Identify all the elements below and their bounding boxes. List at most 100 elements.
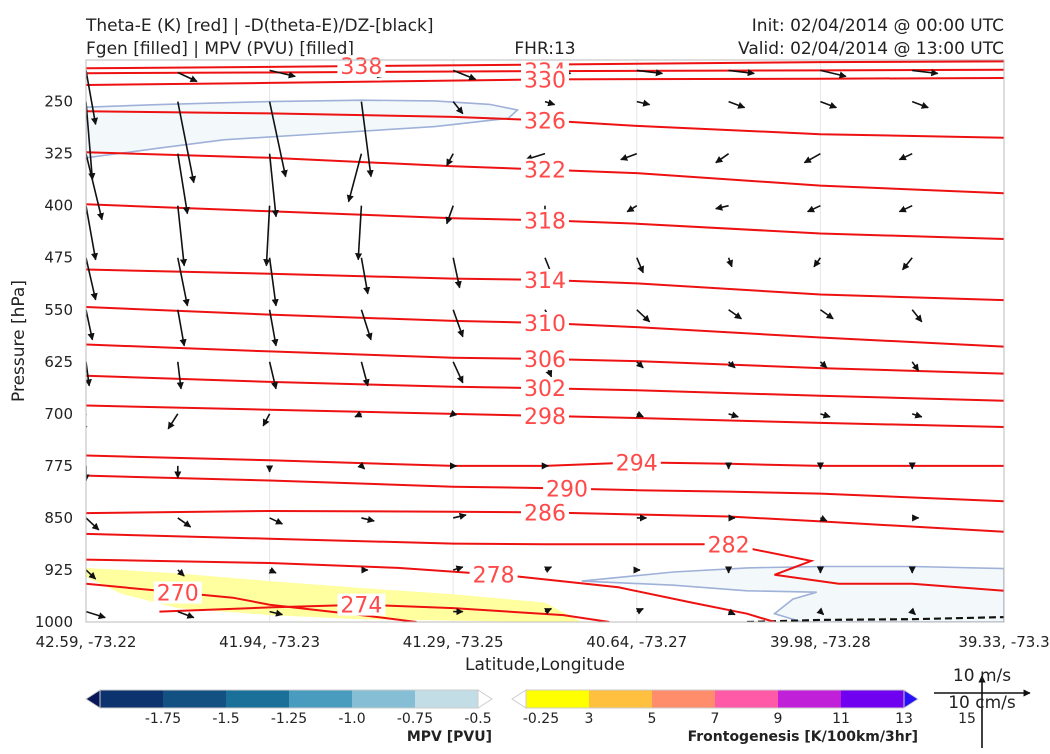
y-tick-label: 775 bbox=[44, 457, 73, 475]
colorbar-extend-low bbox=[85, 689, 101, 709]
y-tick-label: 700 bbox=[44, 405, 73, 423]
wind-vector bbox=[544, 607, 553, 615]
theta-e-contour-label: 282 bbox=[708, 533, 750, 558]
contour-label-bg bbox=[612, 451, 661, 474]
theta-e-contour-labels: 3383343303263223183143103063022982942902… bbox=[153, 55, 753, 619]
contour-label-bg bbox=[521, 268, 569, 291]
y-tick-label: 925 bbox=[44, 561, 73, 579]
wind-vector bbox=[620, 152, 638, 161]
colorbar-segment bbox=[352, 690, 416, 708]
wind-vector bbox=[177, 153, 190, 215]
wind-vector bbox=[86, 70, 99, 126]
wind-vector bbox=[911, 100, 929, 109]
wind-vector bbox=[911, 309, 923, 323]
theta-e-contour-label: 338 bbox=[340, 55, 382, 80]
theta-e-contour-label: 298 bbox=[524, 405, 566, 430]
theta-e-contour-label: 290 bbox=[546, 478, 588, 503]
colorbar-segment bbox=[526, 690, 590, 708]
wind-vector bbox=[636, 257, 644, 274]
wind-key-w-label: 10 cm/s bbox=[948, 693, 1016, 713]
colorbar-segment bbox=[652, 690, 716, 708]
wind-vector bbox=[86, 205, 99, 261]
wind-vector bbox=[911, 411, 923, 419]
wind-vector bbox=[86, 309, 95, 341]
wind-vector bbox=[361, 515, 375, 523]
colorbar-segment bbox=[289, 690, 353, 708]
y-tick-label: 1000 bbox=[35, 613, 73, 631]
wind-vector bbox=[636, 99, 651, 107]
wind-vector bbox=[728, 69, 755, 77]
wind-vector bbox=[445, 205, 454, 225]
wind-vector bbox=[268, 309, 279, 347]
y-tick-label: 475 bbox=[44, 249, 73, 267]
theta-e-contour bbox=[86, 60, 1004, 70]
wind-vector bbox=[727, 608, 736, 616]
wind-vector bbox=[908, 607, 916, 616]
wind-vector bbox=[86, 153, 104, 221]
x-tick-label: 41.94, -73.23 bbox=[219, 633, 320, 651]
contour-label-bg bbox=[543, 477, 592, 500]
wind-vector bbox=[911, 361, 920, 372]
wind-vector bbox=[715, 153, 730, 164]
wind-vector bbox=[360, 257, 371, 295]
ddz-zero-contour bbox=[746, 616, 1004, 622]
wind-vector bbox=[803, 152, 821, 164]
wind-vector bbox=[452, 257, 462, 289]
colorbar-tick-label: -0.25 bbox=[523, 711, 559, 727]
wind-vector bbox=[268, 101, 288, 178]
theta-e-contour bbox=[159, 603, 610, 622]
mpv-region bbox=[86, 99, 520, 159]
theta-e-contour bbox=[86, 454, 1004, 467]
wind-vectors bbox=[86, 69, 939, 620]
wind-vector bbox=[635, 410, 644, 418]
wind-vector bbox=[86, 257, 98, 301]
fgen-colorbar-title: Frontogenesis [K/100km/3hr] bbox=[688, 729, 918, 745]
colorbar-extend-high bbox=[903, 689, 919, 709]
colorbar-tick-label: 7 bbox=[711, 711, 720, 727]
wind-vector bbox=[819, 309, 834, 320]
contour-label-bg bbox=[469, 563, 518, 586]
colorbar-tick-label: 9 bbox=[774, 711, 783, 727]
colorbar-tick-label: 5 bbox=[648, 711, 657, 727]
wind-vector bbox=[813, 257, 822, 268]
fgen-colorbar: 3 5 7 9 11 13 15 bbox=[511, 689, 976, 727]
theta-e-contour-label: 294 bbox=[616, 451, 658, 476]
theta-e-contour-label: 278 bbox=[473, 563, 515, 588]
title-left-line1: Theta-E (K) [red] | -D(theta-E)/DZ-[blac… bbox=[85, 16, 434, 36]
theta-e-contour-label: 310 bbox=[524, 312, 566, 337]
wind-vector bbox=[357, 461, 366, 470]
wind-vector bbox=[269, 609, 284, 617]
contour-label-bg bbox=[704, 533, 753, 556]
y-axis-label: Pressure [hPa] bbox=[9, 280, 29, 402]
colorbar-tick-label: -0.75 bbox=[397, 711, 433, 727]
wind-vector bbox=[177, 610, 195, 619]
wind-vector bbox=[354, 205, 363, 261]
theta-e-contour-label: 318 bbox=[524, 209, 566, 234]
init-time: Init: 02/04/2014 @ 00:00 UTC bbox=[752, 16, 1004, 36]
wind-vector bbox=[728, 309, 742, 320]
colorbar-segment bbox=[589, 690, 653, 708]
wind-vector bbox=[898, 152, 913, 161]
contour-label-bg bbox=[337, 593, 386, 616]
contour-label-bg bbox=[521, 501, 569, 524]
wind-vector bbox=[452, 565, 464, 573]
x-tick-label: 39.33, -73.3 bbox=[958, 633, 1049, 651]
wind-vector bbox=[728, 411, 739, 419]
wind-vector bbox=[635, 607, 644, 615]
wind-vector bbox=[727, 360, 736, 369]
colorbar-tick-label: -0.5 bbox=[464, 711, 491, 727]
wind-vector bbox=[268, 153, 279, 218]
wind-vector bbox=[360, 309, 373, 341]
wind-vector bbox=[544, 566, 553, 573]
mpv-filled-regions bbox=[86, 99, 1004, 622]
wind-vector bbox=[268, 566, 277, 574]
colorbar-tick-label: 11 bbox=[832, 711, 850, 727]
wind-key: 10 m/s 10 cm/s bbox=[934, 666, 1031, 748]
colorbar-segment bbox=[841, 690, 905, 708]
wind-vector bbox=[820, 69, 847, 79]
colorbar-tick-label: -1.0 bbox=[338, 711, 365, 727]
wind-vector bbox=[177, 101, 197, 184]
wind-vector bbox=[544, 99, 556, 107]
wind-vector bbox=[268, 361, 279, 390]
